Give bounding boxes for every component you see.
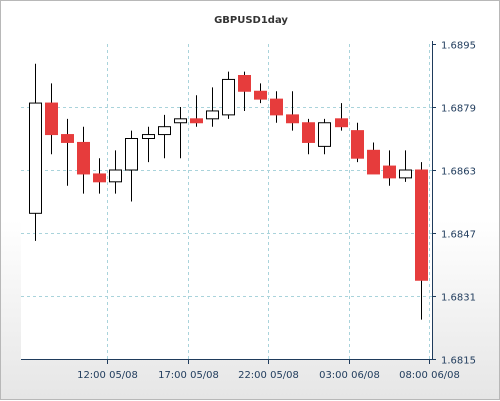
candle: [142, 126, 155, 163]
candle: [77, 126, 90, 194]
candle-body: [206, 110, 219, 120]
candle-body: [61, 134, 74, 143]
candle-body: [415, 169, 428, 281]
candle-body: [286, 114, 299, 124]
y-tick-label: 1.6879: [441, 104, 476, 115]
candle-body: [190, 118, 203, 124]
candle-body: [270, 98, 283, 116]
candle: [238, 71, 251, 111]
candle-body: [399, 169, 412, 179]
candle: [318, 118, 331, 155]
candle: [174, 107, 187, 159]
axes: [21, 41, 436, 364]
candle: [367, 142, 380, 175]
x-tick-label: 22:00 05/08: [238, 370, 299, 381]
candles: [29, 63, 428, 320]
candle: [399, 150, 412, 182]
candle: [93, 158, 106, 194]
candle: [270, 91, 283, 123]
x-tick-label: 03:00 06/08: [319, 370, 380, 381]
candle-body: [351, 130, 364, 159]
candle: [190, 95, 203, 127]
candle-body: [29, 102, 42, 214]
candle-body: [383, 165, 396, 179]
y-tick-label: 1.6895: [441, 41, 476, 52]
candle-body: [142, 134, 155, 139]
candle-body: [93, 173, 106, 183]
candle: [29, 63, 42, 241]
candle-body: [125, 138, 138, 171]
candle-body: [45, 102, 58, 136]
candle-body: [335, 118, 348, 128]
candle: [351, 122, 364, 163]
y-tick-label: 1.6815: [441, 356, 476, 367]
candle: [125, 130, 138, 202]
candle: [415, 162, 428, 320]
candle: [335, 103, 348, 131]
candle-body: [222, 78, 235, 116]
candle: [158, 114, 171, 159]
candle: [286, 91, 299, 131]
candle: [109, 150, 122, 194]
candle: [61, 118, 74, 186]
candle-body: [238, 75, 251, 92]
chart-title: GBPUSD1day: [214, 15, 288, 26]
y-tick-label: 1.6847: [441, 230, 476, 241]
y-tick-labels: 1.6815 1.6831 1.6847 1.6863 1.6879 1.6895: [441, 41, 476, 367]
candle-body: [367, 149, 380, 175]
x-tick-label: 12:00 05/08: [77, 370, 138, 381]
x-tick-label: 08:00 06/08: [399, 370, 460, 381]
candle: [45, 83, 58, 155]
candle: [383, 150, 396, 186]
candle-body: [77, 141, 90, 175]
candle-body: [254, 90, 267, 100]
y-tick-label: 1.6863: [441, 167, 476, 178]
candle: [206, 87, 219, 127]
candle: [254, 83, 267, 104]
candle-body: [158, 126, 171, 136]
candle-body: [318, 122, 331, 147]
candle: [222, 71, 235, 119]
x-tick-label: 17:00 05/08: [158, 370, 219, 381]
candle-body: [302, 122, 315, 143]
y-tick-label: 1.6831: [441, 293, 476, 304]
x-tick-labels: 12:00 05/08 17:00 05/08 22:00 05/08 03:00 0…: [77, 370, 460, 381]
candle-body: [109, 169, 122, 183]
candle: [302, 118, 315, 155]
candle-body: [174, 118, 187, 124]
